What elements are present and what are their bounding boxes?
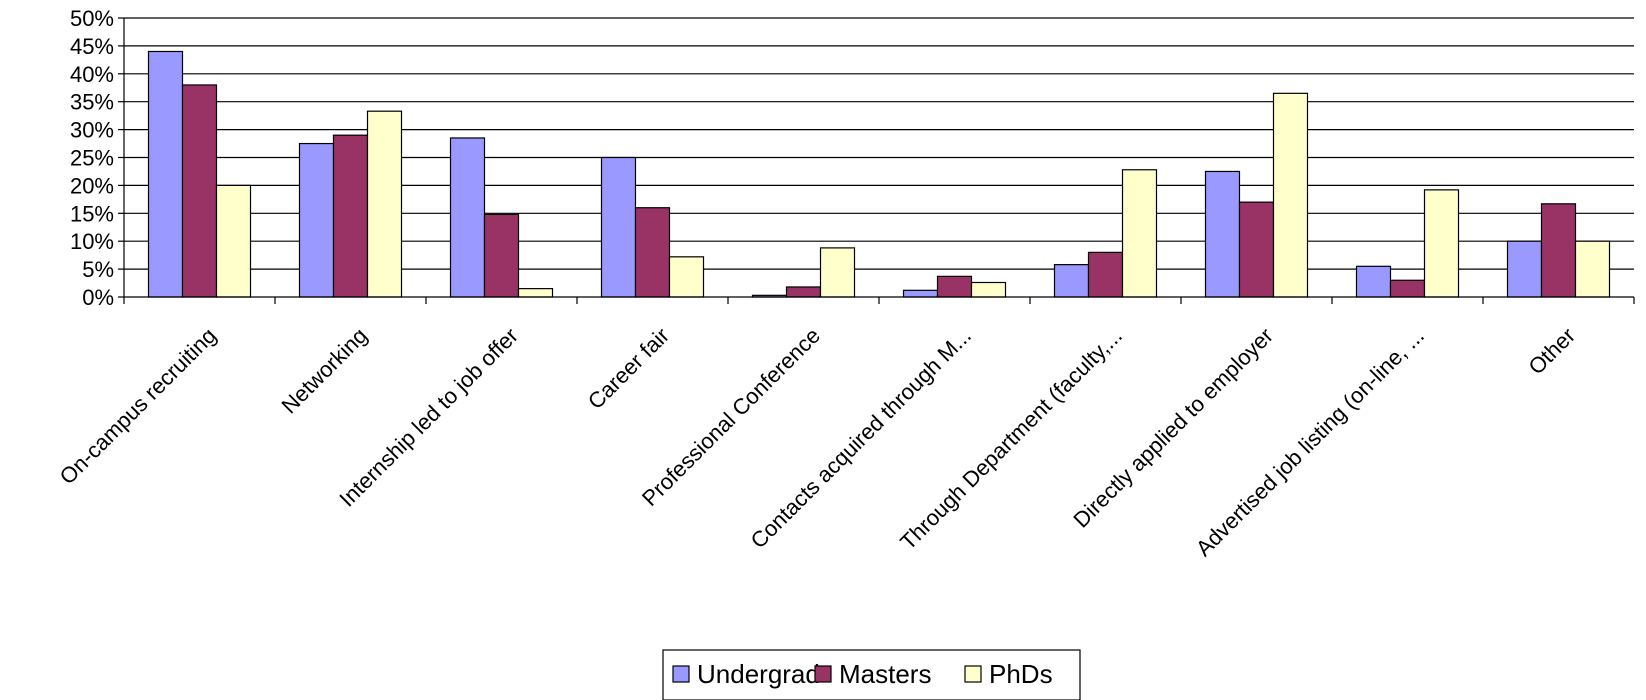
bar-undergrad: [1204, 170, 1241, 298]
bar-masters: [483, 213, 520, 298]
x-category-label: On-campus recruiting: [55, 323, 221, 489]
bar-phds: [970, 281, 1007, 298]
x-category-label: Networking: [277, 323, 372, 418]
bar-undergrad: [147, 50, 184, 298]
axes: [118, 17, 1635, 304]
y-tick-label: 45%: [70, 34, 114, 59]
legend: Undergrad Masters PhDs: [662, 649, 1081, 700]
legend-box: [662, 649, 1081, 700]
y-tick-label: 35%: [70, 90, 114, 115]
bar-masters: [1389, 279, 1426, 298]
y-tick-label: 25%: [70, 146, 114, 171]
bar-masters: [634, 207, 671, 298]
bar-phds: [819, 247, 856, 298]
y-tick-label: 40%: [70, 62, 114, 87]
x-category-labels: On-campus recruiting NetworkingInternship…: [55, 323, 1580, 561]
legend-swatch-undergrad: [672, 665, 690, 683]
bar-phds: [1423, 189, 1460, 298]
bar-phds: [517, 288, 554, 298]
bar-masters: [332, 134, 369, 298]
x-category-label: Other: [1523, 323, 1580, 380]
bar-undergrad: [298, 142, 335, 298]
legend-swatch-masters: [814, 665, 832, 683]
bar-masters: [181, 84, 218, 298]
y-tick-label: 0%: [82, 285, 114, 310]
y-tick-label: 50%: [70, 6, 114, 31]
bar-masters: [1540, 203, 1577, 298]
bar-phds: [1574, 240, 1611, 298]
bar-undergrad: [1355, 265, 1392, 298]
bar-undergrad: [1053, 264, 1090, 298]
y-tick-label: 5%: [82, 257, 114, 282]
y-tick-labels: 0% 5% 10% 15% 20%25% 30% 35% 40% 45% 50%: [70, 6, 114, 310]
x-category-label: Professional Conference: [637, 323, 825, 511]
bar-undergrad: [600, 156, 637, 298]
x-category-label: Career fair: [583, 323, 674, 414]
y-tick-label: 20%: [70, 173, 114, 198]
bar-phds: [668, 256, 705, 298]
bar-phds: [366, 110, 403, 298]
bar-masters: [936, 275, 973, 298]
x-category-label: Internship led to job offer: [334, 323, 523, 512]
y-tick-label: 30%: [70, 118, 114, 143]
bar-undergrad: [1506, 240, 1543, 298]
bar-phds: [1272, 92, 1309, 298]
legend-label-phds: PhDs: [989, 659, 1053, 689]
bar-undergrad: [449, 137, 486, 298]
legend-label-undergrad: Undergrad: [697, 659, 820, 689]
legend-swatch-phds: [964, 665, 982, 683]
bar-phds: [1121, 169, 1158, 298]
legend-label-masters: Masters: [839, 659, 931, 689]
bars: [147, 50, 1611, 298]
bar-phds: [215, 184, 252, 298]
y-tick-label: 10%: [70, 229, 114, 254]
bar-masters: [1087, 251, 1124, 298]
bar-masters: [785, 286, 822, 298]
bar-masters: [1238, 201, 1275, 298]
bar-undergrad: [902, 289, 939, 298]
y-tick-label: 15%: [70, 201, 114, 226]
